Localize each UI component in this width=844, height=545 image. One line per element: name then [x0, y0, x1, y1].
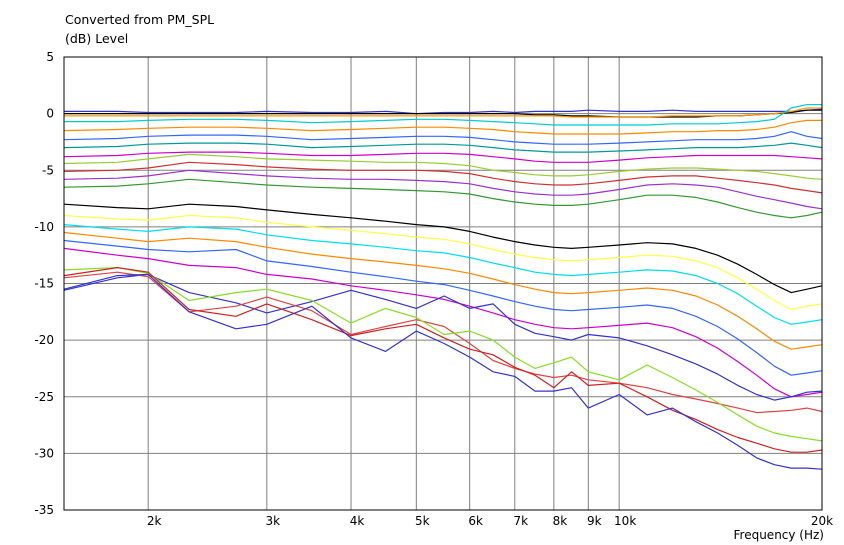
y-tick-label: -15	[34, 277, 54, 291]
series-line-16	[63, 231, 823, 350]
series-line-4	[64, 103, 822, 126]
x-tick-label: 20k	[811, 514, 833, 528]
x-tick-label: 7k	[513, 514, 528, 528]
series-line-5	[63, 119, 822, 135]
y-tick-label: -35	[34, 503, 54, 517]
series-line-21	[63, 267, 823, 442]
series-line-3	[64, 107, 822, 118]
series-line-7	[63, 142, 823, 153]
y-tick-label: 5	[46, 50, 54, 64]
series-line-1	[64, 108, 823, 115]
series-line-10	[63, 161, 823, 194]
y-tick-label: -30	[34, 446, 54, 460]
series-line-13	[63, 203, 823, 294]
series-line-23	[63, 273, 823, 470]
x-tick-label: 8k	[553, 514, 568, 528]
y-axis-label: (dB) Level	[65, 31, 129, 46]
x-tick-label: 5k	[415, 514, 430, 528]
series-line-12	[63, 178, 823, 219]
y-tick-label: -25	[34, 390, 54, 404]
y-tick-label: -20	[34, 333, 54, 347]
series-line-20	[63, 271, 823, 414]
series-line-6	[63, 131, 823, 145]
series-line-15	[63, 224, 823, 325]
series-line-19	[63, 273, 823, 401]
x-tick-label: 3k	[266, 514, 281, 528]
y-tick-label: 0	[46, 107, 54, 121]
series-line-9	[63, 153, 823, 180]
x-tick-label: 2k	[147, 514, 162, 528]
x-tick-label: 6k	[468, 514, 483, 528]
x-tick-label: 10k	[614, 514, 636, 528]
x-tick-label: 4k	[350, 514, 365, 528]
series-line-14	[63, 214, 823, 311]
chart-title: Converted from PM_SPL	[65, 12, 215, 27]
series-line-8	[63, 151, 823, 163]
x-axis-label: Frequency (Hz)	[733, 528, 825, 542]
series-line-17	[63, 239, 823, 376]
x-tick-label: 9k	[587, 514, 602, 528]
plot-border	[63, 56, 823, 511]
series-line-11	[63, 169, 823, 210]
y-tick-label: -5	[42, 163, 54, 177]
series-line-18	[63, 247, 823, 398]
series-line-22	[63, 267, 823, 453]
y-tick-label: -10	[34, 220, 54, 234]
